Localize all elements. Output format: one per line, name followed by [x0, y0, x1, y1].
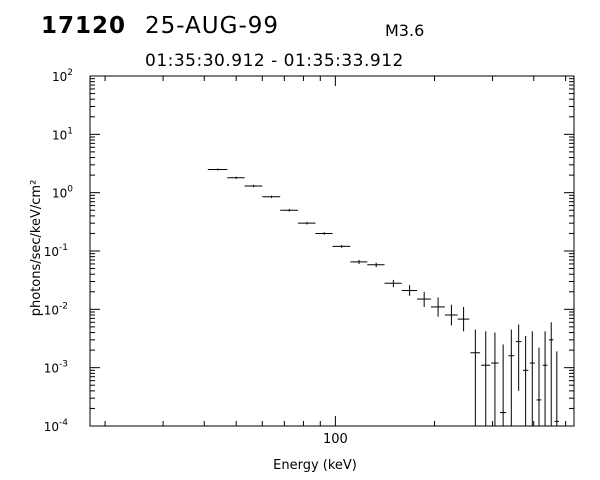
y-tick-label: 101 — [52, 126, 73, 142]
x-tick-label: 100 — [323, 432, 348, 447]
flare-class: M3.6 — [385, 21, 425, 40]
data-point — [332, 244, 351, 248]
data-point — [481, 331, 491, 426]
data-point — [457, 306, 470, 332]
data-point — [470, 329, 481, 426]
data-point — [384, 279, 402, 288]
data-points — [207, 168, 559, 426]
data-point — [227, 176, 245, 179]
tick-labels: 100 102 101 100 10-1 10-2 10-3 10-4 — [44, 68, 348, 447]
y-axis-label: photons/sec/keV/cm² — [29, 180, 44, 317]
data-point — [367, 262, 385, 268]
data-point — [542, 331, 548, 426]
time-range: 01:35:30.912 - 01:35:33.912 — [145, 51, 404, 71]
plot-border — [89, 75, 575, 427]
y-tick-label: 102 — [52, 68, 73, 84]
data-point — [554, 351, 559, 426]
data-point — [350, 260, 368, 264]
data-point — [401, 285, 418, 296]
data-point — [491, 332, 499, 426]
data-point — [536, 347, 542, 426]
y-tick-label: 10-1 — [44, 243, 68, 259]
data-point — [515, 324, 522, 391]
event-date: 25-AUG-99 — [145, 13, 280, 39]
data-point — [522, 335, 529, 426]
data-point — [297, 221, 316, 225]
axis-ticks — [90, 75, 574, 427]
data-point — [262, 195, 281, 199]
x-axis-label: Energy (keV) — [273, 458, 357, 473]
event-id: 17120 — [41, 13, 127, 39]
y-tick-label: 10-2 — [44, 301, 68, 317]
data-point — [529, 331, 535, 426]
data-point — [315, 232, 333, 235]
data-point — [417, 291, 431, 307]
data-point — [430, 297, 445, 317]
y-tick-label: 10-4 — [44, 418, 69, 434]
plot-frame — [89, 75, 575, 427]
data-point — [548, 322, 554, 426]
y-tick-label: 100 — [52, 185, 73, 201]
data-point — [280, 208, 298, 212]
data-point — [244, 184, 263, 188]
data-point — [207, 168, 228, 171]
y-tick-label: 10-3 — [44, 360, 68, 376]
data-point — [500, 344, 507, 426]
data-point — [508, 329, 515, 426]
data-point — [444, 304, 458, 326]
